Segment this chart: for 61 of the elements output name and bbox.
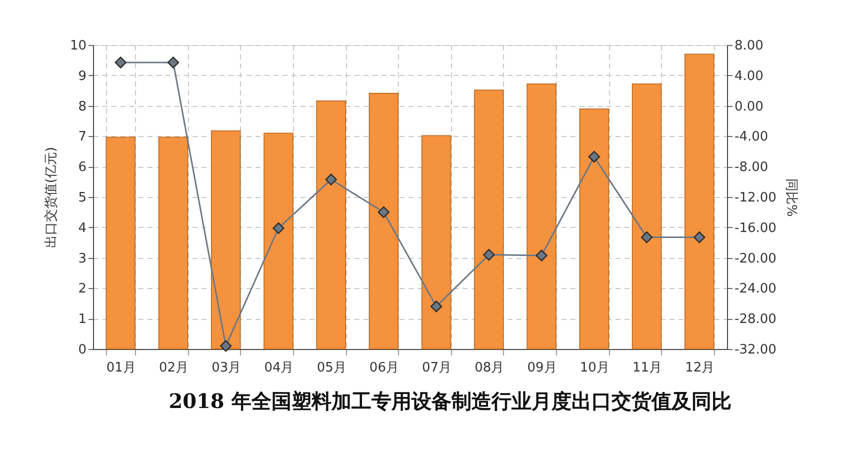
y2-tick-label: 4.00 bbox=[734, 68, 764, 84]
y2-tick-label: -12.00 bbox=[734, 190, 776, 206]
point bbox=[430, 300, 442, 312]
y2-tick-label: 0.00 bbox=[734, 99, 764, 114]
y-tick-label: 2 bbox=[78, 282, 86, 297]
point bbox=[220, 340, 232, 352]
y2-tick-label: -4.00 bbox=[734, 130, 768, 145]
y2-axis-title: 同比% bbox=[783, 178, 798, 217]
bar bbox=[632, 84, 662, 350]
y-tick-label: 3 bbox=[78, 251, 86, 266]
point bbox=[378, 206, 390, 218]
bar bbox=[526, 84, 556, 350]
bar bbox=[158, 136, 188, 350]
y-tick-label: 0 bbox=[78, 342, 86, 358]
point bbox=[272, 222, 284, 234]
y-tick-label: 5 bbox=[78, 190, 86, 206]
bar bbox=[684, 54, 714, 350]
point bbox=[640, 231, 653, 244]
y2-tick-label: -32.00 bbox=[734, 342, 776, 358]
bar bbox=[316, 100, 346, 350]
bar bbox=[474, 90, 504, 350]
x-tick-label: 01月 bbox=[106, 360, 136, 376]
bar bbox=[421, 135, 452, 350]
x-tick-label: 12月 bbox=[685, 360, 715, 376]
text: 2018 年全国塑料加工专用设备制造行业月度出口交货值及同比 bbox=[168, 389, 732, 413]
y-tick-label: 6 bbox=[78, 160, 86, 176]
point bbox=[536, 250, 548, 262]
bar bbox=[106, 136, 136, 350]
y2-tick-label: -24.00 bbox=[734, 282, 776, 297]
bar bbox=[210, 130, 241, 350]
y2-tick-label: 8.00 bbox=[734, 38, 764, 54]
y-axis-title: 出口交货值(亿元) bbox=[42, 146, 59, 248]
point bbox=[167, 56, 180, 68]
y-tick-label: 7 bbox=[78, 130, 86, 145]
point bbox=[114, 56, 126, 68]
y-tick-label: 1 bbox=[78, 312, 86, 328]
x-tick-label: 04月 bbox=[264, 360, 294, 376]
y2-tick-label: -28.00 bbox=[734, 312, 776, 328]
x-tick-label: 05月 bbox=[316, 360, 346, 376]
x-tick-label: 06月 bbox=[369, 360, 399, 376]
y-tick-label: 10 bbox=[70, 38, 86, 54]
x-tick-label: 11月 bbox=[632, 360, 662, 376]
x-tick-label: 09月 bbox=[527, 360, 557, 376]
point bbox=[325, 174, 337, 186]
x-tick-label: 08月 bbox=[474, 360, 504, 376]
x-tick-label: 02月 bbox=[158, 360, 189, 376]
x-tick-label: 07月 bbox=[422, 360, 452, 376]
x-tick-label: 10月 bbox=[580, 360, 610, 376]
bar bbox=[368, 92, 399, 350]
point bbox=[694, 231, 706, 244]
bar bbox=[579, 108, 610, 350]
x-tick-label: 03月 bbox=[212, 360, 242, 376]
point bbox=[588, 150, 600, 163]
y-tick-label: 8 bbox=[78, 99, 86, 114]
y2-tick-label: -20.00 bbox=[734, 251, 776, 266]
y-tick-label: 4 bbox=[78, 220, 86, 236]
y2-tick-label: -8.00 bbox=[734, 160, 768, 176]
point bbox=[483, 248, 495, 261]
y-tick-label: 9 bbox=[78, 68, 86, 84]
y2-tick-label: -16.00 bbox=[734, 220, 776, 236]
bar bbox=[264, 132, 294, 350]
